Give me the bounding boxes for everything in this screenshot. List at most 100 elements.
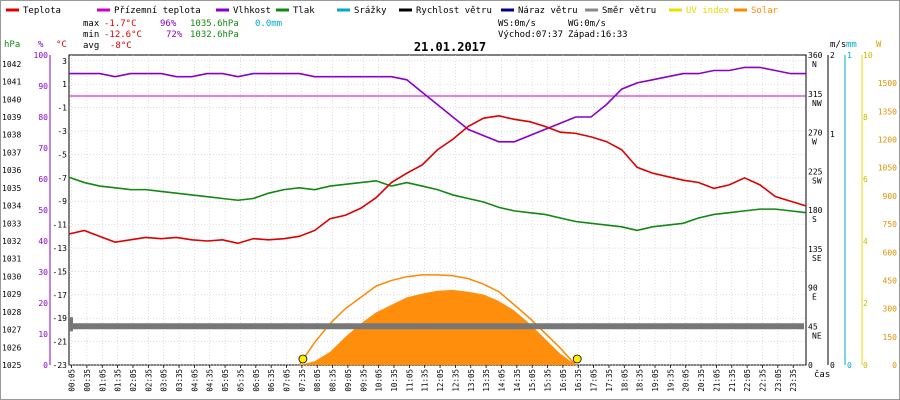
axis-unit-degc: °C bbox=[56, 40, 67, 50]
axis-x-tick-11: 05:35 bbox=[236, 369, 245, 392]
axis-mm-tick-1: 0 bbox=[847, 361, 852, 370]
axis-x-tick-22: 11:05 bbox=[405, 369, 414, 392]
axis-ms-tick-2: 0 bbox=[830, 361, 835, 370]
axis-solar-tick-4: 900 bbox=[883, 192, 898, 201]
axis-x-tick-5: 02:35 bbox=[144, 369, 153, 392]
axis-x-tick-33: 16:35 bbox=[574, 369, 583, 392]
axis-solar-tick-1: 1350 bbox=[878, 107, 897, 116]
axis-temp-tick-2: -1 bbox=[57, 104, 67, 113]
series-solar-max-line bbox=[298, 274, 577, 366]
axis-x-tick-41: 20:35 bbox=[697, 369, 706, 392]
axis-uv-tick-5: 0 bbox=[863, 361, 868, 370]
axis-dir-tick-6: 90 bbox=[808, 284, 818, 293]
axis-temp-tick-11: -19 bbox=[53, 314, 68, 323]
axis-x-tick-6: 03:05 bbox=[160, 369, 169, 392]
axis-x-tick-35: 17:35 bbox=[605, 369, 614, 392]
axis-pct-tick-0: 100 bbox=[34, 51, 49, 60]
axis-hpa-tick-4: 1038 bbox=[2, 131, 21, 140]
legend-label-4: Srážky bbox=[354, 6, 387, 16]
axis-pct-tick-1: 90 bbox=[38, 82, 48, 91]
axis-hpa-tick-17: 1025 bbox=[2, 361, 21, 370]
axis-solar-tick-9: 150 bbox=[883, 333, 898, 342]
axis-solar-tick-7: 450 bbox=[883, 276, 898, 285]
axis-uv-tick-2: 6 bbox=[863, 175, 868, 184]
axis-hpa-tick-0: 1042 bbox=[2, 60, 21, 69]
axis-dir-label-7: NE bbox=[812, 331, 822, 340]
axis-unit-hpa: hPa bbox=[4, 40, 20, 50]
axis-mm-tick-0: 1 bbox=[847, 51, 852, 60]
axis-x-tick-25: 12:35 bbox=[451, 369, 460, 392]
axis-x-tick-18: 09:05 bbox=[344, 369, 353, 392]
axis-unit-mm: mm bbox=[846, 40, 857, 50]
axis-uv-tick-4: 2 bbox=[863, 299, 868, 308]
axis-hpa-tick-10: 1032 bbox=[2, 237, 21, 246]
axis-x-tick-12: 06:05 bbox=[252, 369, 261, 392]
axis-x-tick-3: 01:35 bbox=[114, 369, 123, 392]
axis-unit-pct: % bbox=[38, 40, 44, 50]
stat-max-rain: 0.0mm bbox=[255, 19, 282, 29]
axis-x-tick-39: 19:35 bbox=[666, 369, 675, 392]
axis-dir-tick-8: 0 bbox=[808, 361, 813, 370]
legend-label-9: Solar bbox=[751, 6, 779, 16]
axis-temp-tick-8: -13 bbox=[53, 244, 68, 253]
axis-x-tick-23: 11:35 bbox=[421, 369, 430, 392]
axis-x-tick-10: 05:05 bbox=[221, 369, 230, 392]
axis-hpa-tick-2: 1040 bbox=[2, 95, 21, 104]
axis-dir-tick-4: 180 bbox=[808, 206, 823, 215]
stat-max-label: max bbox=[83, 19, 100, 29]
axis-uv-tick-3: 4 bbox=[863, 237, 868, 246]
chart-title: 21.01.2017 bbox=[414, 40, 486, 54]
axis-pct-tick-9: 10 bbox=[38, 330, 48, 339]
axis-solar-tick-8: 300 bbox=[883, 305, 898, 314]
axis-uv-tick-1: 8 bbox=[863, 113, 868, 122]
axis-x-tick-45: 22:35 bbox=[758, 369, 767, 392]
axis-hpa-tick-6: 1036 bbox=[2, 166, 21, 175]
axis-x-tick-43: 21:35 bbox=[728, 369, 737, 392]
axis-dir-tick-0: 360 bbox=[808, 51, 823, 60]
axis-unit-w: W bbox=[876, 40, 882, 50]
axis-x-tick-46: 23:05 bbox=[774, 369, 783, 392]
axis-solar-tick-3: 1050 bbox=[878, 164, 897, 173]
axis-uv-tick-0: 10 bbox=[863, 51, 873, 60]
legend-label-6: Náraz větru bbox=[518, 6, 578, 16]
axis-temp-tick-7: -11 bbox=[53, 221, 68, 230]
axis-x-tick-8: 04:05 bbox=[190, 369, 199, 392]
axis-ms-tick-0: 2 bbox=[830, 51, 835, 60]
axis-x-tick-14: 07:05 bbox=[283, 369, 292, 392]
axis-temp-tick-3: -3 bbox=[57, 127, 67, 136]
axis-unit-x: čas bbox=[814, 369, 830, 380]
axis-temp-tick-9: -15 bbox=[53, 267, 68, 276]
axis-temp-tick-6: -9 bbox=[57, 197, 67, 206]
axis-dir-label-3: SW bbox=[812, 176, 822, 185]
axis-pct-tick-4: 60 bbox=[38, 175, 48, 184]
axis-pct-tick-8: 20 bbox=[38, 299, 48, 308]
axis-x-tick-44: 22:05 bbox=[743, 369, 752, 392]
axis-x-tick-16: 08:05 bbox=[313, 369, 322, 392]
axis-x-tick-26: 13:05 bbox=[467, 369, 476, 392]
stat-max-temp: -1.7°C bbox=[104, 19, 137, 29]
axis-dir-tick-3: 225 bbox=[808, 167, 823, 176]
axis-hpa-tick-8: 1034 bbox=[2, 202, 21, 211]
axis-temp-tick-12: -21 bbox=[53, 338, 68, 347]
series-temperature-line bbox=[68, 115, 807, 245]
axis-solar-tick-2: 1200 bbox=[878, 136, 897, 145]
stat-max-press: 1035.6hPa bbox=[190, 19, 239, 29]
axis-x-tick-2: 01:05 bbox=[98, 369, 107, 392]
stat-min-temp: -12.6°C bbox=[104, 30, 142, 40]
sunset-marker bbox=[572, 354, 582, 364]
axis-x-tick-21: 10:35 bbox=[390, 369, 399, 392]
axis-hpa-tick-7: 1035 bbox=[2, 184, 21, 193]
axis-x-tick-9: 04:35 bbox=[206, 369, 215, 392]
stat-max-hum: 96% bbox=[160, 19, 177, 29]
axis-hpa-tick-11: 1031 bbox=[2, 255, 21, 264]
axis-solar-tick-0: 1500 bbox=[878, 79, 897, 88]
axis-x-tick-20: 10:05 bbox=[375, 369, 384, 392]
axis-temp-tick-10: -17 bbox=[53, 291, 68, 300]
axis-x-tick-19: 09:35 bbox=[359, 369, 368, 392]
axis-pct-tick-3: 70 bbox=[38, 144, 48, 153]
stat-sunrise: Východ:07:37 bbox=[498, 30, 563, 40]
stat-min-label: min bbox=[83, 30, 99, 40]
legend-label-1: Přízemní teplota bbox=[114, 6, 201, 16]
axis-dir-label-4: S bbox=[812, 215, 817, 224]
